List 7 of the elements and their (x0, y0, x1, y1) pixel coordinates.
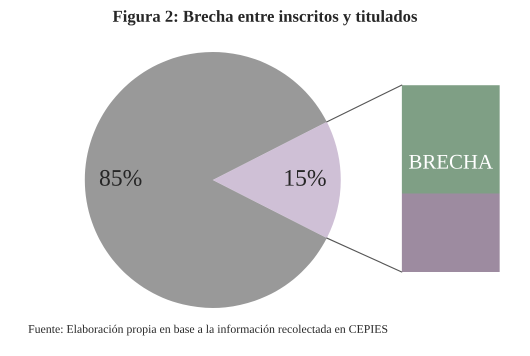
source-note: Fuente: Elaboración propia en base a la información recolectada en CEPIES (28, 324, 388, 336)
pie-slice (212, 122, 341, 238)
data-label: 15% (285, 170, 326, 186)
chart-title: Figura 2: Brecha entre inscritos y titulados (112, 10, 418, 26)
data-label: 85% (100, 170, 142, 186)
annotation: BRECHA (409, 154, 493, 169)
pie-slice (84, 52, 327, 308)
